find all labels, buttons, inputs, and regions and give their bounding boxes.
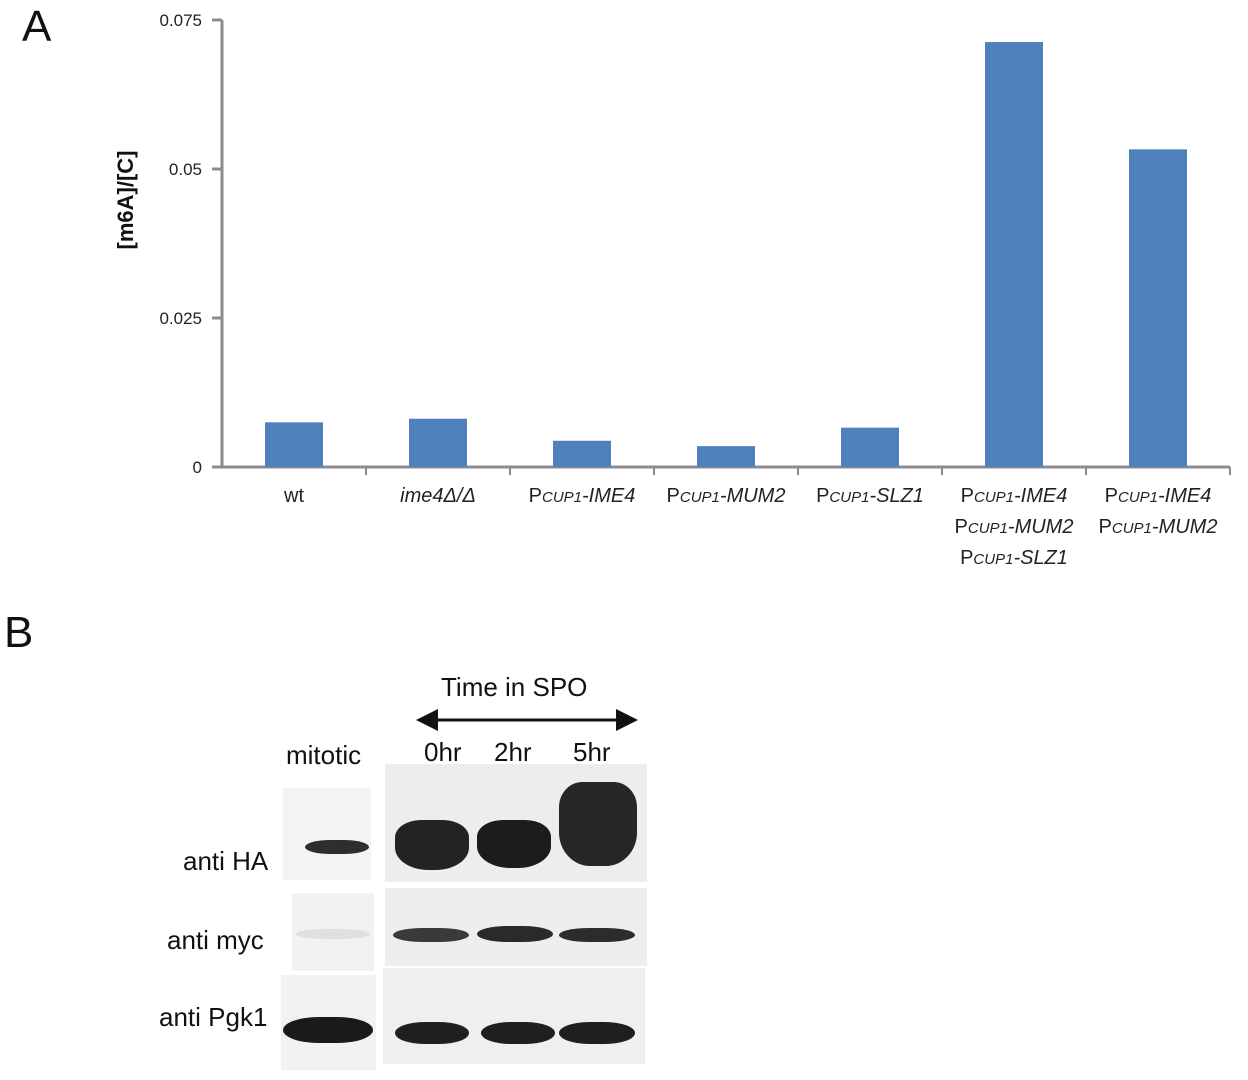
band <box>559 782 637 866</box>
x-tick-label: PCUP1-SLZ1 <box>960 547 1068 569</box>
band <box>395 1022 469 1044</box>
bar <box>697 446 755 467</box>
y-tick-label: 0.05 <box>169 160 202 179</box>
band <box>296 929 370 939</box>
bar <box>409 418 467 467</box>
bars <box>265 42 1187 467</box>
band <box>559 928 635 942</box>
x-tick-label: PCUP1-IME4 <box>529 485 636 507</box>
y-tick-label: 0 <box>193 458 202 477</box>
time-header: Time in SPO <box>441 672 588 702</box>
x-tick-label: PCUP1-SLZ1 <box>816 485 924 507</box>
x-tick-label: wt <box>283 485 304 507</box>
panel-b-letter: B <box>4 608 34 657</box>
lane-label-2hr: 2hr <box>494 737 532 767</box>
y-tick-label: 0.075 <box>159 11 202 30</box>
row-label-anti-ha: anti HA <box>183 846 269 876</box>
bar <box>265 422 323 467</box>
lane-label-0hr: 0hr <box>424 737 462 767</box>
bar <box>553 440 611 467</box>
x-tick-label: PCUP1-IME4 <box>961 485 1068 507</box>
y-axis-label: [m6A]/[C] <box>113 151 138 250</box>
lane-label-mitotic: mitotic <box>286 740 362 770</box>
blot-panel-ha-spo <box>385 764 647 882</box>
band <box>395 820 469 870</box>
blot-panel-ha-mitotic <box>283 788 371 880</box>
bar <box>1129 149 1187 467</box>
band <box>559 1022 635 1044</box>
blot-panel-myc-spo <box>385 888 647 966</box>
band <box>305 840 369 854</box>
bar-chart: 0 0.025 0.05 0.075 wt ime4Δ/Δ PCUP1-IME4 PCUP1… <box>113 11 1231 569</box>
band <box>393 928 469 942</box>
band <box>481 1022 555 1044</box>
blot-panel-pgk1-mitotic <box>281 975 376 1070</box>
panel-a-letter: A <box>22 2 52 51</box>
bar <box>841 427 899 467</box>
blot-panel-myc-mitotic <box>292 893 374 971</box>
x-tick-label: ime4Δ/Δ <box>400 485 476 507</box>
row-label-anti-myc: anti myc <box>167 925 264 955</box>
x-tick-label: PCUP1-IME4 <box>1105 485 1212 507</box>
band <box>477 820 551 868</box>
y-axis: 0 0.025 0.05 0.075 <box>159 11 1231 477</box>
y-tick-label: 0.025 <box>159 309 202 328</box>
double-arrow-icon <box>416 709 638 731</box>
blot-panel-pgk1-spo <box>383 968 645 1064</box>
band <box>283 1017 373 1043</box>
bar <box>985 42 1043 467</box>
x-tick-label: PCUP1-MUM2 <box>667 485 786 507</box>
row-label-anti-pgk1: anti Pgk1 <box>159 1002 268 1032</box>
x-axis-labels: wt ime4Δ/Δ PCUP1-IME4 PCUP1-MUM2 PCUP1-SLZ1 P… <box>283 485 1217 569</box>
band <box>477 926 553 942</box>
lane-label-5hr: 5hr <box>573 737 611 767</box>
x-tick-label: PCUP1-MUM2 <box>955 516 1074 538</box>
x-tick-label: PCUP1-MUM2 <box>1099 516 1218 538</box>
